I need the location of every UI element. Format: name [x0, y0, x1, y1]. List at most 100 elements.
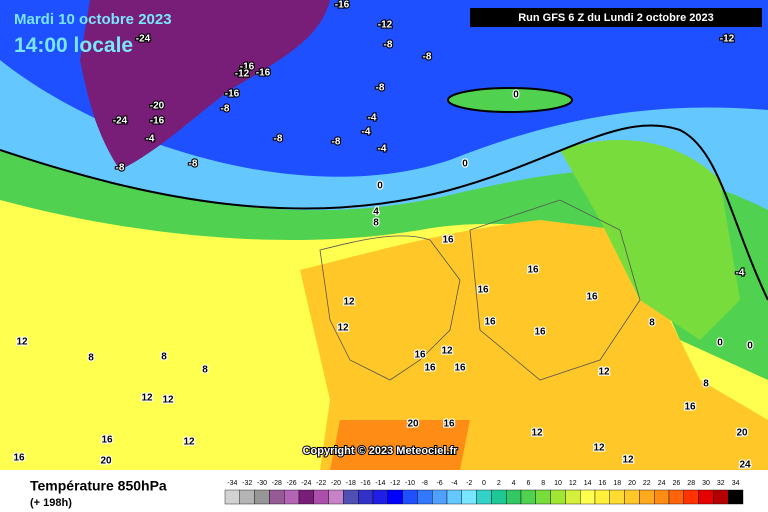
contour-label: 16: [101, 435, 113, 446]
scale-label: 10: [554, 480, 562, 487]
contour-label: 0: [462, 159, 468, 170]
contour-label: 16: [684, 402, 696, 413]
scale-swatch: [713, 489, 729, 505]
scale-label: -10: [405, 480, 415, 487]
scale-swatch: [639, 489, 655, 505]
contour-label: -16: [256, 68, 271, 79]
contour-label: 16: [484, 317, 496, 328]
scale-swatch: [446, 489, 463, 505]
contour-label: -24: [136, 34, 151, 45]
contour-label: 8: [703, 379, 709, 390]
contour-label: 0: [717, 338, 723, 349]
scale-label: -18: [346, 480, 356, 487]
scale-label: -12: [390, 480, 400, 487]
scale-swatch: [269, 489, 285, 505]
scale-label: 22: [643, 480, 651, 487]
scale-swatch: [580, 489, 596, 505]
scale-swatch: [668, 489, 685, 505]
scale-label: 0: [482, 480, 486, 487]
contour-label: -16: [240, 62, 255, 73]
contour-label: 12: [183, 437, 195, 448]
scale-swatch: [698, 489, 714, 505]
scale-swatch: [417, 489, 433, 505]
contour-label: 12: [531, 428, 543, 439]
contour-label: -16: [225, 89, 240, 100]
scale-label: -8: [422, 480, 428, 487]
contour-label: -4: [378, 144, 387, 155]
scale-swatch: [520, 489, 537, 505]
scale-swatch: [461, 489, 477, 505]
contour-label: -8: [189, 159, 198, 170]
contour-label: 16: [414, 350, 426, 361]
contour-label: 8: [373, 218, 379, 229]
time: 14:00 locale: [14, 34, 133, 57]
scale-label: 32: [717, 480, 725, 487]
scale-label: 16: [599, 480, 607, 487]
contour-label: 16: [443, 419, 455, 430]
contour-label: 20: [100, 456, 112, 467]
contour-label: -16: [335, 0, 350, 11]
contour-label: 12: [343, 297, 355, 308]
scale-label: -30: [257, 480, 267, 487]
scale-swatch: [298, 489, 315, 505]
scale-swatch: [609, 489, 625, 505]
scale-swatch: [372, 489, 389, 505]
scale-swatch: [550, 489, 566, 505]
contour-label: -8: [384, 40, 393, 51]
contour-label: 12: [593, 443, 605, 454]
scale-swatch: [343, 489, 359, 505]
scale-label: -24: [301, 480, 311, 487]
scale-swatch: [594, 489, 611, 505]
date: Mardi 10 octobre 2023: [14, 11, 172, 28]
scale-label: 20: [628, 480, 636, 487]
scale-label: 6: [526, 480, 530, 487]
scale-swatch: [476, 489, 492, 505]
contour-label: 12: [141, 393, 153, 404]
contour-label: -8: [423, 52, 432, 63]
scale-label: -4: [451, 480, 457, 487]
contour-label: 12: [337, 323, 349, 334]
scale-swatch: [254, 489, 270, 505]
scale-swatch: [284, 489, 300, 505]
scale-label: -34: [227, 480, 237, 487]
contour-label: 16: [442, 235, 454, 246]
scale-swatch: [224, 489, 241, 505]
contour-label: 8: [649, 318, 655, 329]
scale-label: -20: [331, 480, 341, 487]
scale-swatch: [432, 489, 448, 505]
contour-label: 20: [736, 428, 748, 439]
contour-label: -8: [274, 134, 283, 145]
contour-label: 12: [162, 395, 174, 406]
contour-label: -8: [376, 83, 385, 94]
scale-swatch: [239, 489, 255, 505]
contour-label: -24: [113, 116, 128, 127]
scale-label: 4: [512, 480, 516, 487]
scale-label: 30: [702, 480, 710, 487]
contour-label: 20: [407, 419, 419, 430]
contour-label: 16: [454, 363, 466, 374]
contour-label: -12: [720, 34, 735, 45]
map-fields: [0, 0, 768, 470]
scale-swatch: [683, 489, 699, 505]
contour-label: 12: [16, 337, 28, 348]
contour-label: -8: [332, 137, 341, 148]
contour-label: 16: [13, 453, 25, 464]
footer-title: Température 850hPa: [30, 478, 167, 494]
contour-label: 16: [527, 265, 539, 276]
scale-swatch: [358, 489, 374, 505]
scale-label: -28: [272, 480, 282, 487]
contour-label: 0: [513, 90, 519, 101]
contour-label: -20: [150, 101, 165, 112]
contour-label: -16: [150, 116, 165, 127]
contour-label: -8: [116, 163, 125, 174]
scale-label: -22: [316, 480, 326, 487]
contour-label: 16: [586, 292, 598, 303]
contour-label: 12: [441, 346, 453, 357]
scale-swatch: [387, 489, 403, 505]
contour-label: 8: [88, 353, 94, 364]
contour-label: 8: [202, 365, 208, 376]
contour-label: -4: [362, 127, 371, 138]
contour-label: -4: [368, 113, 377, 124]
contour-label: -12: [378, 20, 393, 31]
